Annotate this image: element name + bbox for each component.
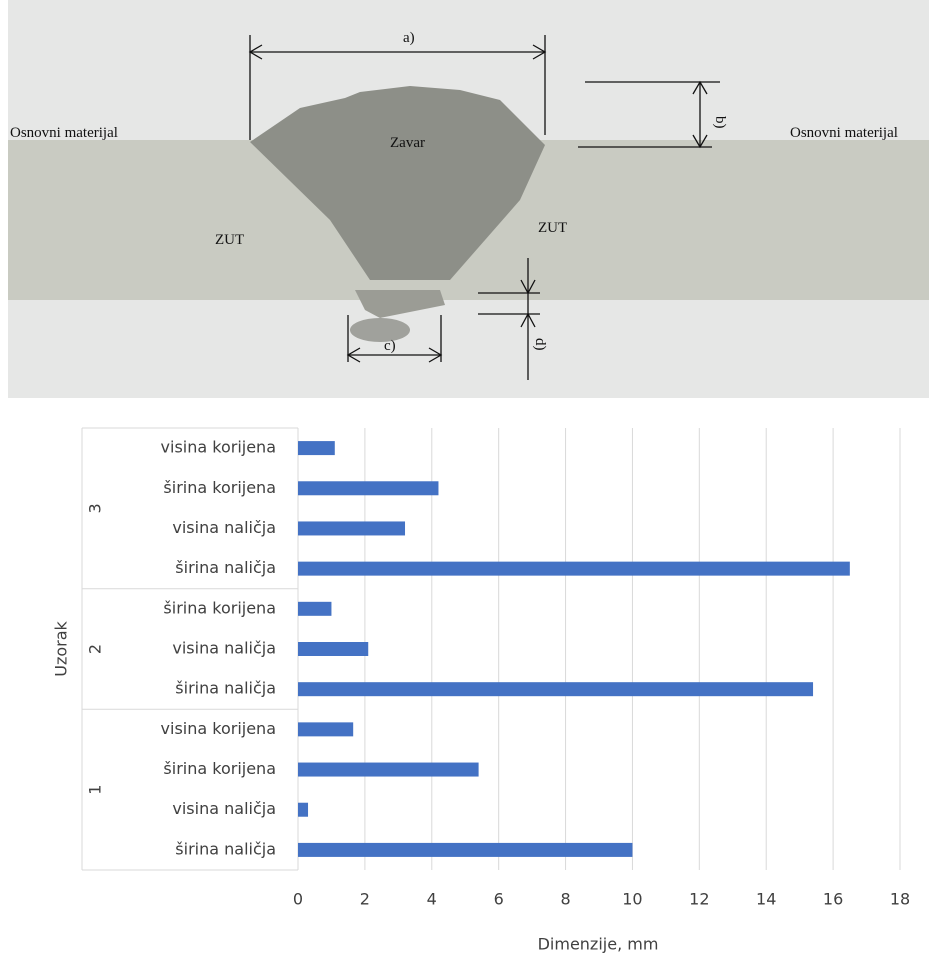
dimension-label: a) <box>403 30 415 46</box>
y-tick-label: širina naličja <box>175 679 276 698</box>
x-tick-label: 10 <box>622 890 642 909</box>
bar <box>298 682 814 697</box>
x-tick-label: 6 <box>494 890 504 909</box>
y-tick-label: visina naličja <box>172 639 276 658</box>
y-tick-label: širina korijena <box>163 759 276 778</box>
x-tick-label: 14 <box>756 890 776 909</box>
x-tick-label: 18 <box>890 890 910 909</box>
group-label: 1 <box>86 785 105 795</box>
x-tick-label: 2 <box>360 890 370 909</box>
x-tick-label: 4 <box>427 890 437 909</box>
shadow <box>350 318 410 342</box>
y-tick-label: visina naličja <box>172 518 276 537</box>
y-tick-label: visina korijena <box>161 438 276 457</box>
x-tick-label: 0 <box>293 890 303 909</box>
root <box>355 290 445 318</box>
dimension-label: d) <box>532 338 548 351</box>
group-label: 3 <box>86 503 105 513</box>
y-tick-label: širina korijena <box>163 598 276 617</box>
region-label: Osnovni materijal <box>10 125 118 141</box>
region-label: ZUT <box>538 220 567 236</box>
dimension-label: c) <box>384 338 396 354</box>
y-tick-label: širina naličja <box>175 839 276 858</box>
dimension-lines <box>248 35 720 380</box>
x-axis-title: Dimenzije, mm <box>538 935 659 954</box>
bar <box>298 802 309 817</box>
bar <box>298 642 369 656</box>
bar <box>298 842 633 857</box>
x-tick-label: 12 <box>689 890 709 909</box>
x-tick-label: 16 <box>823 890 843 909</box>
y-tick-label: širina naličja <box>175 558 276 577</box>
bar <box>298 521 406 536</box>
y-tick-label: visina naličja <box>172 799 276 818</box>
bar <box>298 561 850 576</box>
dimension-label: b) <box>712 116 728 129</box>
y-axis-title: Uzorak <box>52 620 71 676</box>
weld-photo: a) b) c) d) Osnovni materijal Zavar ZUT … <box>8 0 929 398</box>
x-tick-label: 8 <box>560 890 570 909</box>
y-tick-label: širina korijena <box>163 478 276 497</box>
bar <box>298 722 354 737</box>
region-label: ZUT <box>215 232 244 248</box>
region-label: Zavar <box>390 135 425 151</box>
bar <box>298 481 439 496</box>
bar <box>298 601 332 616</box>
group-label: 2 <box>86 644 105 654</box>
y-tick-label: visina korijena <box>161 719 276 738</box>
bar <box>298 762 479 777</box>
weld-bead <box>250 86 545 280</box>
bar <box>298 441 335 456</box>
region-label: Osnovni materijal <box>790 125 898 141</box>
